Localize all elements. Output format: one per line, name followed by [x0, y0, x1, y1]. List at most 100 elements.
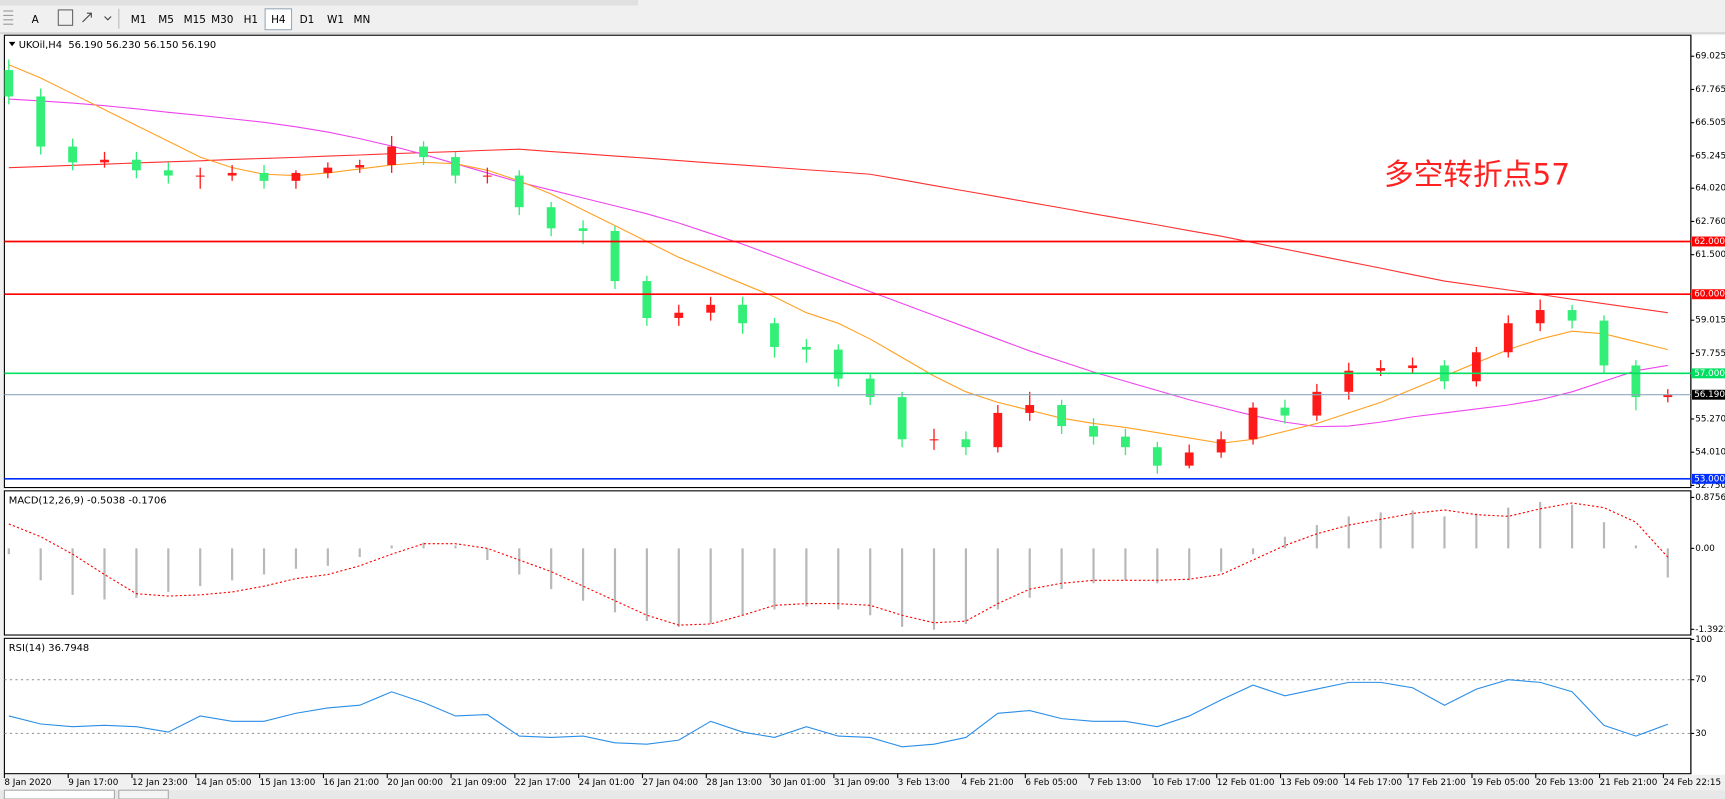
timeframe-label[interactable]: W1	[327, 14, 344, 26]
tab[interactable]	[118, 789, 169, 799]
candle-body	[897, 397, 907, 440]
candle-body	[451, 157, 460, 176]
panel-frame	[3, 490, 1692, 636]
level-label-box	[1691, 289, 1725, 300]
candle-body	[1503, 323, 1513, 353]
timeframe-button[interactable]	[264, 8, 293, 31]
arrow-tool[interactable]	[82, 12, 92, 23]
last-price-box	[1691, 389, 1725, 400]
annotation: 多空转折点57	[1384, 158, 1570, 193]
y-tick-label: 100	[1695, 635, 1712, 645]
x-tick-label: 22 Jan 17:00	[515, 778, 571, 788]
timeframe-label[interactable]: M30	[211, 14, 233, 26]
candle-body	[1248, 407, 1258, 440]
candle-body	[323, 167, 333, 173]
candle-body	[291, 172, 301, 181]
candle-body	[801, 346, 811, 350]
toolbar-top	[0, 0, 639, 6]
y-tick-label: 30	[1695, 729, 1707, 739]
candle-body	[132, 159, 141, 171]
candle-body	[227, 172, 237, 176]
y-tick-label: 0.00	[1695, 544, 1715, 554]
candle-body	[1216, 439, 1226, 453]
panel	[7, 501, 1669, 630]
candle-body	[770, 323, 779, 347]
candle-body	[833, 349, 843, 379]
y-tick-label: 70	[1695, 675, 1707, 685]
candle-body	[1280, 407, 1290, 416]
x-tick-label: 20 Feb 13:00	[1536, 778, 1594, 788]
y-tick-label: 57.755	[1695, 349, 1725, 359]
timeframe-label[interactable]: M1	[131, 14, 147, 26]
y-tick-label: 64.020	[1695, 184, 1725, 194]
moving-average	[8, 148, 1668, 314]
candle-body	[355, 165, 365, 168]
y-tick-label: 61.500	[1695, 250, 1725, 260]
timeframe-label[interactable]: H1	[244, 14, 258, 26]
candle-body	[100, 159, 109, 163]
tab-bar	[0, 790, 1725, 799]
candle-body	[1663, 394, 1673, 398]
y-tick-label: 69.025	[1695, 52, 1725, 62]
x-tick-label: 3 Feb 13:00	[898, 778, 951, 788]
candle-body	[642, 281, 652, 318]
candle-body	[578, 228, 588, 231]
x-tick-label: 27 Jan 04:00	[642, 778, 698, 788]
x-tick-label: 16 Jan 21:00	[323, 778, 379, 788]
x-tick-label: 4 Feb 21:00	[962, 778, 1015, 788]
text-tool[interactable]	[57, 9, 74, 26]
candle-body	[419, 146, 428, 158]
y-tick-label: 55.270	[1695, 414, 1725, 424]
level-label: 60.000	[1694, 290, 1725, 300]
level-label: 57.000	[1694, 369, 1725, 379]
y-tick-label: 54.010	[1695, 448, 1725, 458]
timeframe-label[interactable]: D1	[300, 14, 315, 26]
moving-average	[8, 98, 1668, 428]
dropdown[interactable]	[104, 16, 112, 21]
x-tick-label: 10 Feb 17:00	[1153, 778, 1211, 788]
candle-body	[929, 439, 939, 441]
x-tick-label: 21 Feb 21:00	[1600, 778, 1658, 788]
y-tick-label: 65.245	[1695, 151, 1725, 161]
panel-title: UKOil,H4 56.190 56.230 56.150 56.190	[19, 40, 216, 51]
level-label: 62.000	[1694, 237, 1725, 247]
tab[interactable]	[3, 789, 115, 799]
level-label: 53.000	[1694, 474, 1725, 484]
level-label-box	[1691, 368, 1725, 379]
signal-line	[8, 502, 1669, 626]
candle-body	[993, 412, 1003, 448]
candle-body	[1376, 368, 1386, 371]
timeframe-label[interactable]: H4	[271, 14, 286, 26]
x-tick-label: 14 Feb 17:00	[1344, 778, 1402, 788]
x-tick-label: 12 Jan 23:00	[132, 778, 188, 788]
candle-body	[1471, 352, 1481, 382]
level-label-box	[1691, 473, 1725, 484]
timeframe-label[interactable]: MN	[354, 14, 371, 26]
timeframe-label[interactable]: M5	[158, 14, 174, 26]
candle-body	[865, 378, 875, 398]
candle-body	[1535, 310, 1545, 324]
candle-body	[1184, 452, 1194, 466]
panel-content	[4, 679, 1691, 748]
candle-body	[1408, 365, 1417, 369]
x-tick-label: 24 Jan 01:00	[579, 778, 635, 788]
panel-frame	[3, 34, 1692, 489]
timeframe-label[interactable]: M15	[184, 14, 206, 26]
x-tick-label: 7 Feb 13:00	[1089, 778, 1142, 788]
candle-body	[546, 207, 556, 229]
tool-label[interactable]: A	[32, 14, 40, 26]
y-tick-label: 0.8756	[1695, 493, 1725, 503]
candle-body	[1089, 426, 1098, 437]
candle-body	[1567, 310, 1577, 321]
panel-title: RSI(14) 36.7948	[9, 643, 89, 654]
x-tick-label: 14 Jan 05:00	[196, 778, 252, 788]
candle-body	[4, 70, 14, 97]
x-tick-label: 6 Feb 05:00	[1025, 778, 1078, 788]
x-tick-label: 20 Jan 00:00	[387, 778, 443, 788]
candle-body	[68, 146, 78, 163]
x-tick-label: 31 Jan 09:00	[834, 778, 890, 788]
candle-body	[259, 172, 269, 181]
y-tick-label: 52.750	[1695, 481, 1725, 491]
x-tick-label: 17 Feb 21:00	[1408, 778, 1466, 788]
